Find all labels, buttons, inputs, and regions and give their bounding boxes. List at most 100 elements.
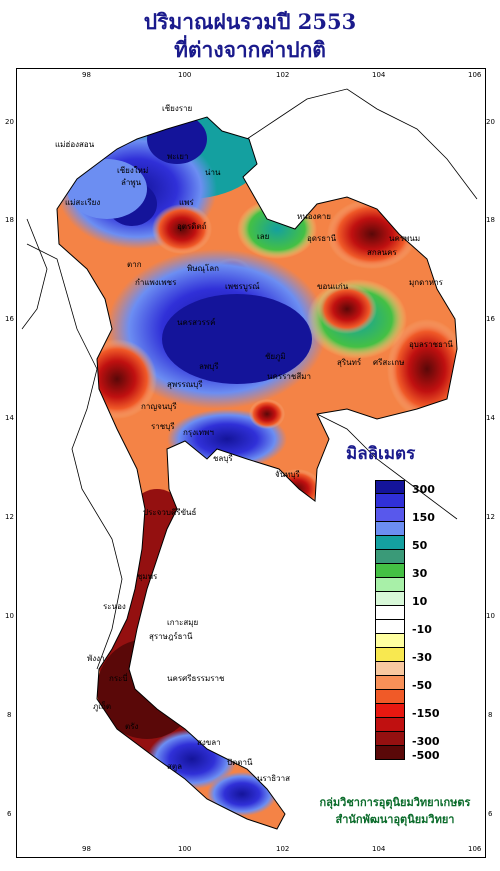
legend-swatch xyxy=(375,718,405,732)
province-label: นครสวรรค์ xyxy=(177,317,215,327)
province-label: ราชบุรี xyxy=(151,422,175,431)
legend-swatch xyxy=(375,592,405,606)
province-label: นครพนม xyxy=(389,234,420,243)
lat-tick-right: 10 xyxy=(486,612,495,620)
legend-unit: มิลลิเมตร xyxy=(346,444,416,464)
lat-tick-right: 18 xyxy=(486,216,495,224)
legend-label: -150 xyxy=(412,707,440,720)
province-label: ชุมพร xyxy=(137,572,158,581)
legend-label: -10 xyxy=(412,623,432,636)
legend-swatch xyxy=(375,704,405,718)
legend-swatch xyxy=(375,620,405,634)
lat-tick-left: 14 xyxy=(5,414,14,422)
province-label: ศรีสะเกษ xyxy=(373,358,404,367)
lon-tick-top: 102 xyxy=(276,71,290,79)
credit-line2: สำนักพัฒนาอุตุนิยมวิทยา xyxy=(335,813,455,826)
province-label: มุกดาหาร xyxy=(409,278,444,287)
lat-tick-right: 6 xyxy=(488,810,493,818)
neighbor-borders xyxy=(21,88,478,670)
province-label: กาญจนบุรี xyxy=(141,402,177,411)
legend-swatch xyxy=(375,732,405,746)
legend-label: -500 xyxy=(412,749,440,762)
lon-tick-top: 104 xyxy=(372,71,386,79)
province-label: สกลนคร xyxy=(367,248,397,257)
legend-swatch xyxy=(375,746,405,760)
legend-swatch xyxy=(375,522,405,536)
map-frame: เชียงราย แม่ฮ่องสอน เชียงใหม่ ลำพูน พะเย… xyxy=(16,68,486,858)
province-label: สุราษฎร์ธานี xyxy=(149,631,193,641)
legend-label: -50 xyxy=(412,679,432,692)
lon-tick-top: 98 xyxy=(82,71,91,79)
province-label: ภูเก็ต xyxy=(93,701,111,712)
province-label: กำแพงเพชร xyxy=(135,278,177,287)
lat-tick-left: 16 xyxy=(5,315,14,323)
province-label: เกาะสมุย xyxy=(167,618,198,627)
legend-colorbar xyxy=(375,480,405,760)
legend-swatch xyxy=(375,550,405,564)
legend-swatch xyxy=(375,480,405,494)
province-label: แม่สะเรียง xyxy=(65,198,100,207)
province-label: หนองคาย xyxy=(297,212,331,221)
lon-tick-top: 106 xyxy=(468,71,482,79)
province-label: นครศรีธรรมราช xyxy=(167,674,225,683)
province-label: พิษณุโลก xyxy=(187,263,219,273)
legend-swatch xyxy=(375,536,405,550)
lat-tick-right: 20 xyxy=(486,118,495,126)
legend-swatch xyxy=(375,508,405,522)
province-label: นครราชสีมา xyxy=(267,372,311,381)
lon-tick-bottom: 106 xyxy=(468,845,482,853)
province-label: ประจวบคีรีขันธ์ xyxy=(143,507,197,517)
province-label: ลพบุรี xyxy=(199,362,219,371)
legend-label: 300 xyxy=(412,483,435,496)
province-label: ชัยภูมิ xyxy=(265,352,286,362)
lat-tick-left: 12 xyxy=(5,513,14,521)
legend-label: -300 xyxy=(412,735,440,748)
province-label: กรุงเทพฯ xyxy=(183,428,214,437)
legend-swatch xyxy=(375,578,405,592)
legend-label: -30 xyxy=(412,651,432,664)
province-label: เชียงใหม่ xyxy=(117,166,148,175)
rainfall-anomaly-map: เชียงราย แม่ฮ่องสอน เชียงใหม่ ลำพูน พะเย… xyxy=(21,88,478,830)
lat-tick-right: 16 xyxy=(486,315,495,323)
lat-tick-left: 10 xyxy=(5,612,14,620)
legend-label: 50 xyxy=(412,539,428,552)
lat-tick-left: 6 xyxy=(7,810,12,818)
province-label: อุดรธานี xyxy=(307,234,337,243)
province-label: สุพรรณบุรี xyxy=(167,380,203,389)
legend-swatch xyxy=(375,564,405,578)
lat-tick-right: 14 xyxy=(486,414,495,422)
province-label: น่าน xyxy=(205,168,221,177)
lon-tick-bottom: 102 xyxy=(276,845,290,853)
province-label: สุรินทร์ xyxy=(337,357,362,367)
lon-tick-top: 100 xyxy=(178,71,192,79)
province-label: อุบลราชธานี xyxy=(409,340,453,349)
legend-swatch xyxy=(375,662,405,676)
province-label: ลำพูน xyxy=(121,178,142,188)
province-label: ขอนแก่น xyxy=(317,282,349,291)
province-label: ระนอง xyxy=(103,602,126,611)
lon-tick-bottom: 100 xyxy=(178,845,192,853)
legend-swatch xyxy=(375,634,405,648)
map-title-line2: ที่ต่างจากค่าปกติ xyxy=(174,37,326,62)
legend-swatch xyxy=(375,690,405,704)
thailand-border xyxy=(56,116,458,830)
province-label: แพร่ xyxy=(179,198,194,207)
province-label: สตูล xyxy=(167,762,182,772)
lat-tick-left: 18 xyxy=(5,216,14,224)
lat-tick-right: 12 xyxy=(486,513,495,521)
legend-swatch xyxy=(375,606,405,620)
lat-tick-left: 20 xyxy=(5,118,14,126)
credit-line1: กลุ่มวิชาการอุตุนิยมวิทยาเกษตร xyxy=(319,796,471,809)
province-label: พังงา xyxy=(87,654,105,663)
province-label: นราธิวาส xyxy=(257,774,290,783)
province-label: เลย xyxy=(257,232,269,241)
province-label: พะเยา xyxy=(167,152,188,161)
province-label: จันทบุรี xyxy=(275,470,301,479)
lat-tick-right: 8 xyxy=(488,711,493,719)
lon-tick-bottom: 104 xyxy=(372,845,386,853)
province-label: ชลบุรี xyxy=(213,454,233,463)
legend-label: 10 xyxy=(412,595,428,608)
legend-swatch xyxy=(375,676,405,690)
province-label: เพชรบูรณ์ xyxy=(225,281,260,292)
province-label: อุตรดิตถ์ xyxy=(177,221,207,231)
